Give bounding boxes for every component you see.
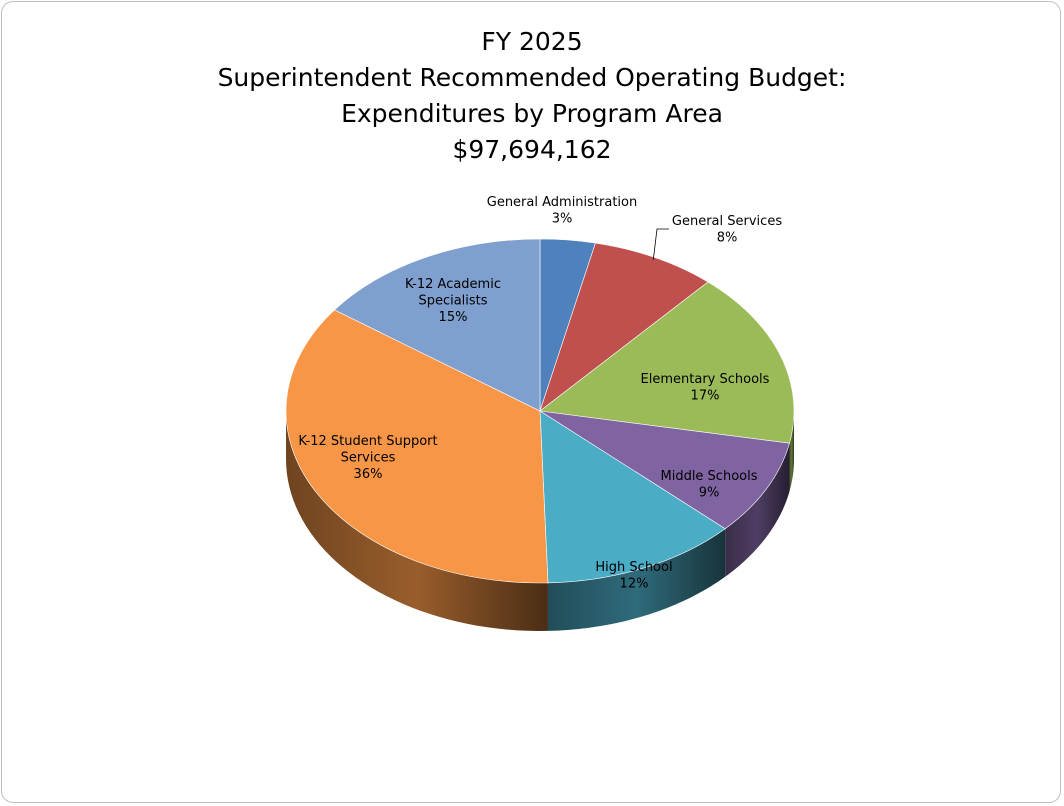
slice-label-percent-elementary-schools: 17%	[691, 389, 720, 404]
slice-label-name-middle-schools: Middle Schools	[660, 469, 757, 484]
slice-label-name-k-12-academic-specialists-2: Specialists	[418, 294, 487, 309]
slice-label-percent-high-school: 12%	[620, 577, 649, 592]
leader-line-general-services	[652, 228, 669, 260]
slice-label-general-services: General Services 8%	[672, 214, 782, 246]
chart-title: FY 2025 Superintendent Recommended Opera…	[2, 24, 1060, 168]
slice-label-general-administration: General Administration 3%	[487, 195, 638, 227]
chart-title-line-4: $97,694,162	[452, 135, 612, 164]
slice-label-percent-k-12-student-support-services: 36%	[354, 467, 383, 482]
slice-label-name-general-services: General Services	[672, 214, 782, 229]
slice-label-name-general-administration: General Administration	[487, 195, 638, 210]
slice-label-name-k-12-academic-specialists: K-12 Academic	[405, 277, 501, 292]
slice-label-elementary-schools: Elementary Schools 17%	[641, 372, 770, 404]
pie-slice-k-12-student-support-services	[285, 309, 549, 584]
slice-label-percent-general-administration: 3%	[552, 212, 573, 227]
slice-label-name-elementary-schools: Elementary Schools	[641, 372, 770, 387]
slice-label-percent-middle-schools: 9%	[699, 486, 720, 501]
pie-slice-k-12-academic-specialists	[333, 238, 541, 412]
slice-label-name-k-12-student-support-services-2: Services	[341, 451, 396, 466]
slice-label-name-k-12-student-support-services: K-12 Student Support	[298, 434, 437, 449]
chart-title-line-2: Superintendent Recommended Operating Bud…	[217, 63, 847, 92]
pie-slice-general-services	[539, 242, 709, 412]
pie-side-k-12-student-support-services	[286, 411, 548, 631]
slice-label-high-school: High School 12%	[595, 560, 672, 592]
pie-side-elementary-schools	[789, 411, 794, 492]
slice-label-percent-general-services: 8%	[717, 231, 738, 246]
pie-slice-high-school	[539, 410, 726, 584]
chart-title-line-3: Expenditures by Program Area	[341, 99, 723, 128]
chart-title-line-1: FY 2025	[481, 27, 583, 56]
slice-label-percent-k-12-academic-specialists: 15%	[439, 310, 468, 325]
pie-slice-elementary-schools	[539, 281, 795, 444]
pie-top-group	[285, 238, 795, 584]
slice-label-name-high-school: High School	[595, 560, 672, 575]
slice-label-middle-schools: Middle Schools 9%	[660, 469, 757, 501]
pie-slice-middle-schools	[539, 410, 790, 530]
pie-side-middle-schools	[725, 443, 790, 577]
